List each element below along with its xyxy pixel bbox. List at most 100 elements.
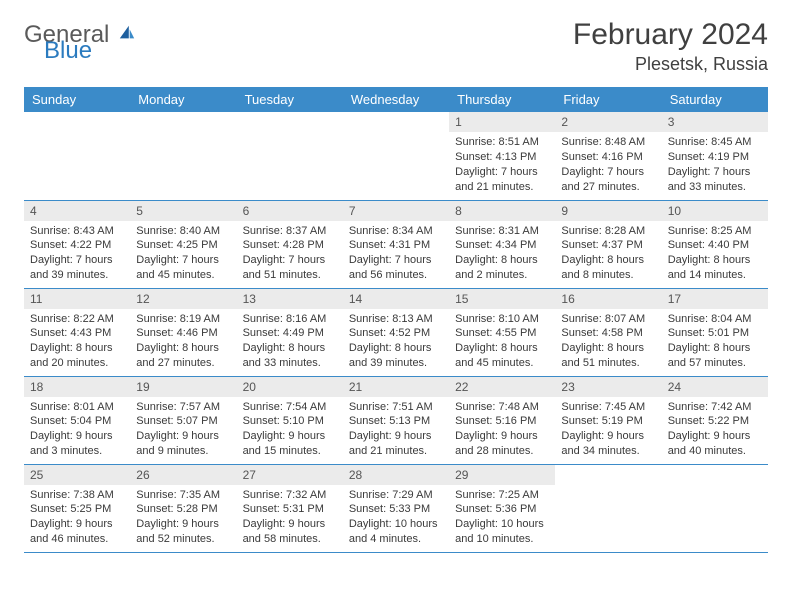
calendar-day-cell: 2Sunrise: 8:48 AMSunset: 4:16 PMDaylight… (555, 112, 661, 200)
calendar-day-cell: 7Sunrise: 8:34 AMSunset: 4:31 PMDaylight… (343, 200, 449, 288)
day-line: Sunrise: 7:29 AM (349, 488, 443, 503)
day-line: Sunrise: 8:25 AM (668, 224, 762, 239)
day-number: 29 (449, 465, 555, 485)
day-line: Sunrise: 8:43 AM (30, 224, 124, 239)
day-detail: Sunrise: 8:37 AMSunset: 4:28 PMDaylight:… (237, 221, 343, 287)
day-line: Sunset: 4:52 PM (349, 326, 443, 341)
day-line: Sunrise: 8:04 AM (668, 312, 762, 327)
day-line: Daylight: 7 hours (668, 165, 762, 180)
day-number: 4 (24, 201, 130, 221)
day-line: Daylight: 7 hours (136, 253, 230, 268)
day-line: Sunset: 4:13 PM (455, 150, 549, 165)
calendar-day-cell: 4Sunrise: 8:43 AMSunset: 4:22 PMDaylight… (24, 200, 130, 288)
day-line: Daylight: 9 hours (243, 517, 337, 532)
day-line: Sunrise: 7:38 AM (30, 488, 124, 503)
calendar-day-cell: 10Sunrise: 8:25 AMSunset: 4:40 PMDayligh… (662, 200, 768, 288)
day-line: Sunset: 5:04 PM (30, 414, 124, 429)
day-number: 12 (130, 289, 236, 309)
day-number: 16 (555, 289, 661, 309)
day-line: Sunset: 4:28 PM (243, 238, 337, 253)
day-line: and 58 minutes. (243, 532, 337, 547)
day-line: Daylight: 8 hours (349, 341, 443, 356)
day-number: 2 (555, 112, 661, 132)
brand-logo: General Blue (24, 24, 136, 61)
calendar-page: General Blue February 2024 Plesetsk, Rus… (0, 0, 792, 553)
day-line: Sunrise: 8:51 AM (455, 135, 549, 150)
day-number: 3 (662, 112, 768, 132)
day-line: Sunset: 5:16 PM (455, 414, 549, 429)
day-number: 27 (237, 465, 343, 485)
calendar-day-cell: 13Sunrise: 8:16 AMSunset: 4:49 PMDayligh… (237, 288, 343, 376)
day-detail: Sunrise: 8:19 AMSunset: 4:46 PMDaylight:… (130, 309, 236, 375)
day-line: Daylight: 8 hours (455, 253, 549, 268)
calendar-day-cell (24, 112, 130, 200)
day-line: Sunset: 5:13 PM (349, 414, 443, 429)
day-line: Sunset: 4:25 PM (136, 238, 230, 253)
day-detail: Sunrise: 8:16 AMSunset: 4:49 PMDaylight:… (237, 309, 343, 375)
calendar-day-cell: 22Sunrise: 7:48 AMSunset: 5:16 PMDayligh… (449, 376, 555, 464)
day-detail: Sunrise: 7:42 AMSunset: 5:22 PMDaylight:… (662, 397, 768, 463)
day-line: and 4 minutes. (349, 532, 443, 547)
day-line: Sunset: 4:19 PM (668, 150, 762, 165)
weekday-header: Sunday (24, 87, 130, 112)
day-detail: Sunrise: 7:25 AMSunset: 5:36 PMDaylight:… (449, 485, 555, 551)
day-number: 20 (237, 377, 343, 397)
day-detail: Sunrise: 8:34 AMSunset: 4:31 PMDaylight:… (343, 221, 449, 287)
day-line: Sunrise: 7:42 AM (668, 400, 762, 415)
day-line: Daylight: 9 hours (455, 429, 549, 444)
day-line: Daylight: 8 hours (561, 253, 655, 268)
calendar-week-row: 1Sunrise: 8:51 AMSunset: 4:13 PMDaylight… (24, 112, 768, 200)
location-subtitle: Plesetsk, Russia (573, 54, 768, 75)
weekday-header: Thursday (449, 87, 555, 112)
calendar-day-cell (237, 112, 343, 200)
calendar-day-cell: 15Sunrise: 8:10 AMSunset: 4:55 PMDayligh… (449, 288, 555, 376)
day-detail: Sunrise: 8:51 AMSunset: 4:13 PMDaylight:… (449, 132, 555, 198)
day-line: Sunset: 4:46 PM (136, 326, 230, 341)
day-line: Sunrise: 8:40 AM (136, 224, 230, 239)
weekday-header: Tuesday (237, 87, 343, 112)
calendar-day-cell: 11Sunrise: 8:22 AMSunset: 4:43 PMDayligh… (24, 288, 130, 376)
day-line: Daylight: 7 hours (349, 253, 443, 268)
day-detail: Sunrise: 8:43 AMSunset: 4:22 PMDaylight:… (24, 221, 130, 287)
day-line: Sunrise: 8:31 AM (455, 224, 549, 239)
day-line: Daylight: 9 hours (30, 429, 124, 444)
day-line: Daylight: 8 hours (455, 341, 549, 356)
day-line: Sunrise: 8:45 AM (668, 135, 762, 150)
day-number: 9 (555, 201, 661, 221)
day-line: Sunrise: 8:22 AM (30, 312, 124, 327)
day-line: and 21 minutes. (455, 180, 549, 195)
day-line: and 40 minutes. (668, 444, 762, 459)
calendar-day-cell: 18Sunrise: 8:01 AMSunset: 5:04 PMDayligh… (24, 376, 130, 464)
day-detail: Sunrise: 8:10 AMSunset: 4:55 PMDaylight:… (449, 309, 555, 375)
day-line: Sunset: 4:40 PM (668, 238, 762, 253)
day-line: and 20 minutes. (30, 356, 124, 371)
day-line: and 51 minutes. (243, 268, 337, 283)
day-number: 6 (237, 201, 343, 221)
day-number: 24 (662, 377, 768, 397)
day-line: and 21 minutes. (349, 444, 443, 459)
day-detail: Sunrise: 7:54 AMSunset: 5:10 PMDaylight:… (237, 397, 343, 463)
day-line: Sunset: 4:34 PM (455, 238, 549, 253)
weekday-header: Friday (555, 87, 661, 112)
calendar-day-cell: 25Sunrise: 7:38 AMSunset: 5:25 PMDayligh… (24, 464, 130, 552)
day-line: Sunset: 5:36 PM (455, 502, 549, 517)
day-detail: Sunrise: 8:07 AMSunset: 4:58 PMDaylight:… (555, 309, 661, 375)
day-detail: Sunrise: 8:28 AMSunset: 4:37 PMDaylight:… (555, 221, 661, 287)
day-line: and 28 minutes. (455, 444, 549, 459)
day-number: 5 (130, 201, 236, 221)
calendar-day-cell: 16Sunrise: 8:07 AMSunset: 4:58 PMDayligh… (555, 288, 661, 376)
day-detail: Sunrise: 7:32 AMSunset: 5:31 PMDaylight:… (237, 485, 343, 551)
day-detail: Sunrise: 7:35 AMSunset: 5:28 PMDaylight:… (130, 485, 236, 551)
day-number: 25 (24, 465, 130, 485)
day-number: 26 (130, 465, 236, 485)
brand-text-blue: Blue (44, 40, 136, 62)
day-line: and 27 minutes. (136, 356, 230, 371)
day-detail: Sunrise: 8:25 AMSunset: 4:40 PMDaylight:… (662, 221, 768, 287)
day-line: Sunrise: 7:51 AM (349, 400, 443, 415)
day-line: and 45 minutes. (136, 268, 230, 283)
day-line: and 34 minutes. (561, 444, 655, 459)
day-line: and 51 minutes. (561, 356, 655, 371)
day-line: Daylight: 10 hours (455, 517, 549, 532)
day-number: 1 (449, 112, 555, 132)
day-number: 19 (130, 377, 236, 397)
